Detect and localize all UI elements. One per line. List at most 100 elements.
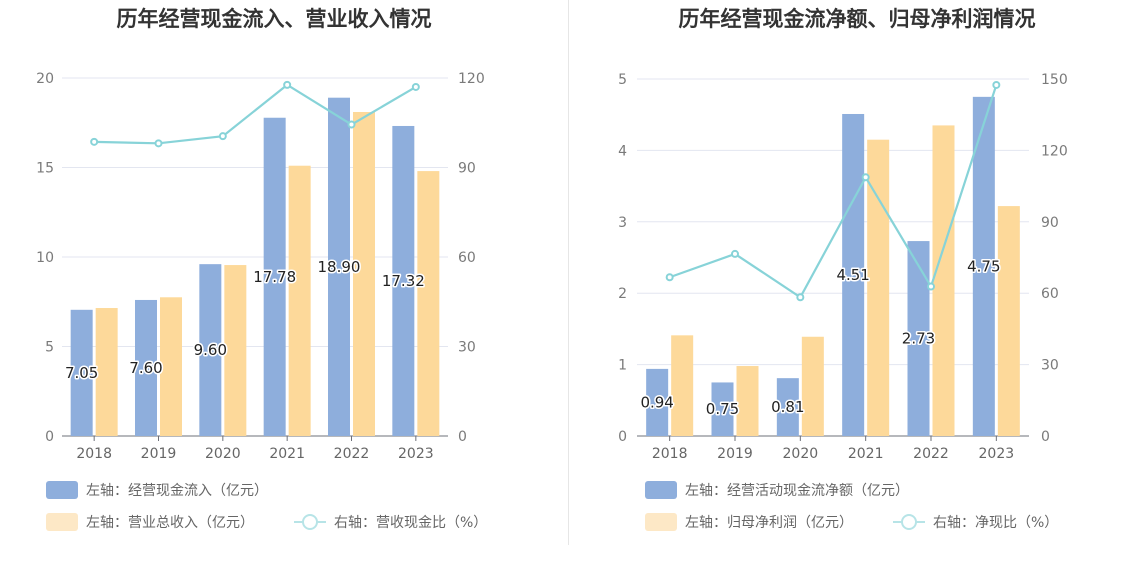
left-axis-tick-label: 0 xyxy=(618,429,627,445)
bar-secondary xyxy=(95,308,118,436)
right-axis-tick-label: 90 xyxy=(458,161,476,177)
bar-data-label: 0.81 xyxy=(771,398,804,416)
legend-label: 左轴：经营活动现金流净额（亿元） xyxy=(685,483,909,499)
panel-divider xyxy=(568,0,569,545)
right-axis-tick-label: 30 xyxy=(458,340,476,356)
chart-left-svg: 历年经营现金流入、营业收入情况 0 5 10 15 20 0 30 60 90 120 2018 201… xyxy=(36,7,487,531)
bar-data-label: 4.75 xyxy=(967,257,1000,275)
x-axis-tick-label: 2018 xyxy=(76,446,112,462)
left-axis-tick-label: 1 xyxy=(618,358,627,374)
x-axis-tick-label: 2019 xyxy=(141,446,177,462)
line-series xyxy=(94,83,417,145)
line-point xyxy=(347,120,356,129)
line-point xyxy=(154,139,163,148)
bar-primary xyxy=(842,113,865,437)
bar-primary xyxy=(263,117,286,436)
bar-primary xyxy=(907,241,930,436)
right-axis-tick-label: 150 xyxy=(1041,72,1068,88)
line-point xyxy=(665,273,674,282)
bar-data-label: 0.75 xyxy=(706,400,739,418)
right-axis-tick-label: 60 xyxy=(458,250,476,266)
left-axis-tick-label: 15 xyxy=(36,161,54,177)
bar-primary xyxy=(135,299,157,436)
bar-primary xyxy=(199,264,222,436)
right-axis-tick-label: 30 xyxy=(1041,358,1059,374)
x-axis-tick-label: 2019 xyxy=(717,446,753,462)
left-axis-tick-label: 20 xyxy=(36,71,54,87)
right-axis-tick-label: 0 xyxy=(1041,429,1050,445)
bar-secondary xyxy=(671,335,694,436)
bar-primary xyxy=(776,378,799,436)
bar-primary xyxy=(711,382,734,436)
legend-label: 右轴：净现比（%） xyxy=(933,515,1058,531)
line-point xyxy=(731,249,739,258)
line-point xyxy=(283,80,292,89)
bar-secondary xyxy=(353,112,375,436)
x-axis-tick-label: 2018 xyxy=(652,446,688,462)
bar-data-label: 4.51 xyxy=(836,266,869,284)
line-point xyxy=(927,282,935,291)
bar-data-label: 17.32 xyxy=(382,272,425,290)
bar-data-label: 0.94 xyxy=(640,393,673,411)
bar-data-label: 9.60 xyxy=(194,341,227,359)
line-point xyxy=(796,293,805,302)
legend-item-secondary: 左轴：归母净利润（亿元） xyxy=(645,513,853,531)
legend-swatch xyxy=(46,481,78,499)
chart-panel-left: 历年经营现金流入、营业收入情况 0 5 10 15 20 0 30 60 90 120 2018 201… xyxy=(36,7,487,531)
bar-secondary xyxy=(736,366,759,436)
chart-title: 历年经营现金流入、营业收入情况 xyxy=(117,7,432,31)
x-axis-tick-label: 2023 xyxy=(398,446,434,462)
legend-label: 左轴：经营现金流入（亿元） xyxy=(86,483,268,499)
bar-secondary xyxy=(160,297,182,436)
x-axis-tick-label: 2022 xyxy=(334,446,370,462)
bar-primary xyxy=(328,97,350,436)
bar-data-label: 7.05 xyxy=(65,364,98,382)
legend-swatch xyxy=(645,513,677,531)
legend-swatch xyxy=(46,513,78,531)
bar-secondary xyxy=(224,265,247,436)
line-point xyxy=(90,137,99,146)
legend-item-line: 右轴：营收现金比（%） xyxy=(294,514,487,531)
chart-right-svg: 历年经营现金流净额、归母净利润情况 0 1 2 3 4 5 0 30 60 90 120 150 2018… xyxy=(618,7,1068,531)
bar-primary xyxy=(70,309,93,436)
bar-data-label: 2.73 xyxy=(902,330,935,348)
x-axis-tick-label: 2021 xyxy=(269,446,305,462)
bar-data-label: 18.90 xyxy=(318,258,361,276)
legend-item-primary: 左轴：经营活动现金流净额（亿元） xyxy=(645,481,909,499)
legend-label: 右轴：营收现金比（%） xyxy=(334,515,487,531)
x-axis-tick-label: 2020 xyxy=(205,446,241,462)
left-axis-tick-label: 3 xyxy=(618,215,627,231)
bar-data-label: 7.60 xyxy=(129,359,162,377)
bar-secondary xyxy=(288,165,311,436)
bar-secondary xyxy=(417,171,440,436)
x-axis-tick-label: 2021 xyxy=(848,446,884,462)
legend-item-line: 右轴：净现比（%） xyxy=(893,514,1058,531)
line-point xyxy=(861,173,870,182)
bar-data-label: 17.78 xyxy=(253,268,296,286)
bar-secondary xyxy=(997,206,1020,436)
line-point xyxy=(411,82,420,91)
legend-item-secondary: 左轴：营业总收入（亿元） xyxy=(46,513,254,531)
left-axis-tick-label: 10 xyxy=(36,250,54,266)
bar-primary xyxy=(392,125,415,437)
line-point xyxy=(218,132,227,141)
bar-primary xyxy=(646,368,669,436)
bar-secondary xyxy=(932,125,955,436)
right-axis-tick-label: 120 xyxy=(458,71,485,87)
legend-label: 左轴：归母净利润（亿元） xyxy=(685,514,853,531)
legend-label: 左轴：营业总收入（亿元） xyxy=(86,515,254,531)
line-point xyxy=(992,80,1001,89)
legend-swatch xyxy=(645,481,677,499)
left-axis-tick-label: 5 xyxy=(45,340,54,356)
right-axis-tick-label: 90 xyxy=(1041,215,1059,231)
line-series xyxy=(669,84,998,299)
left-axis-tick-label: 5 xyxy=(618,72,627,88)
bar-secondary xyxy=(867,139,890,436)
right-axis-tick-label: 120 xyxy=(1041,143,1068,159)
bar-secondary xyxy=(801,336,824,436)
legend-line-marker xyxy=(302,514,318,530)
right-axis-tick-label: 0 xyxy=(458,429,467,445)
x-axis-tick-label: 2020 xyxy=(783,446,819,462)
legend-item-primary: 左轴：经营现金流入（亿元） xyxy=(46,481,268,499)
left-axis-tick-label: 0 xyxy=(45,429,54,445)
